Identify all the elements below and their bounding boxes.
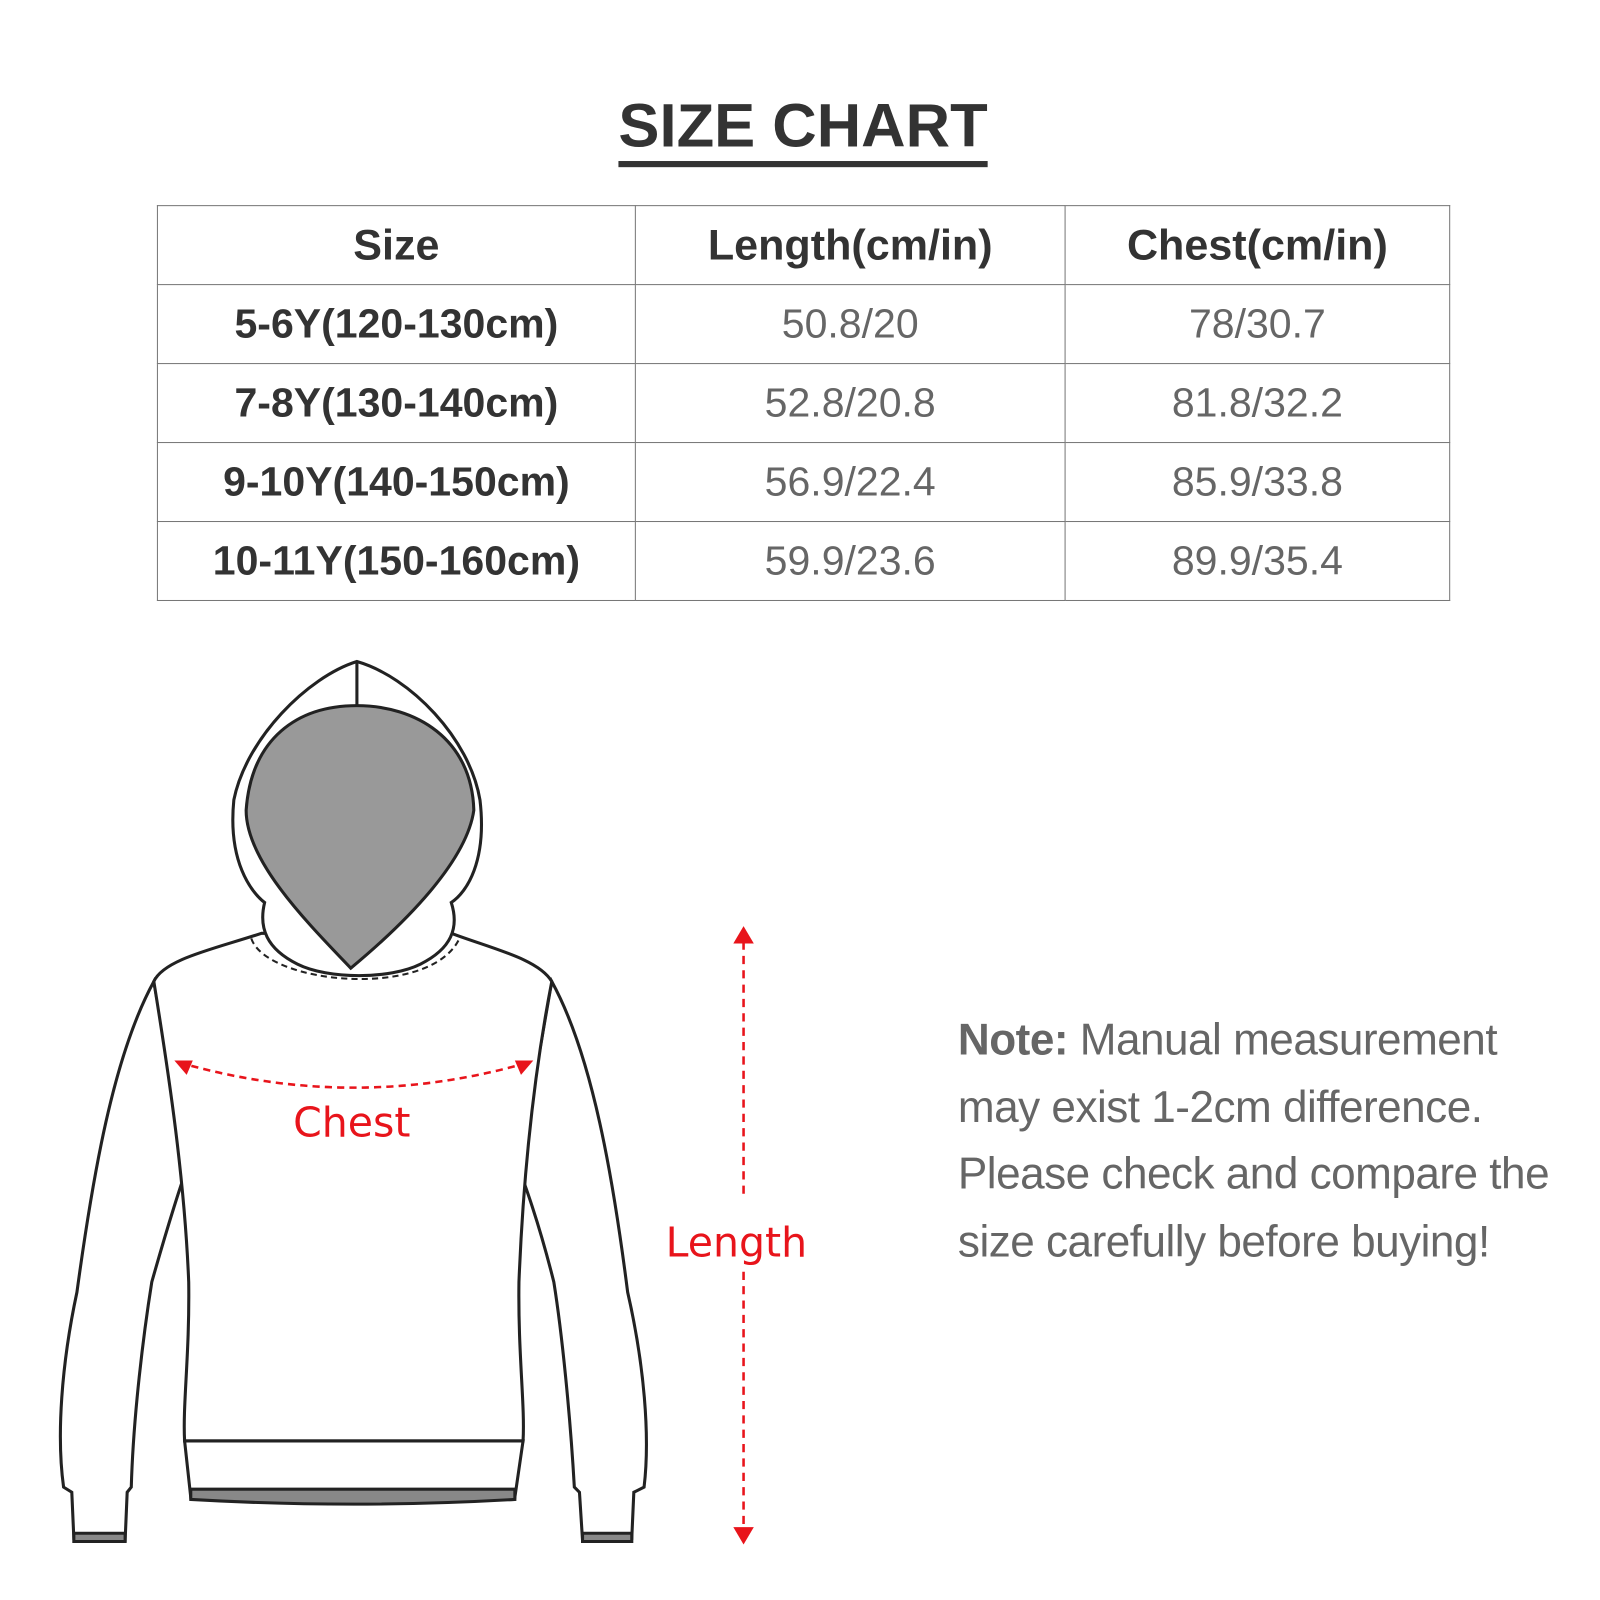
table-row: 5-6Y(120-130cm) 50.8/20 78/30.7	[156, 284, 1451, 365]
chest-arrow-left-icon	[174, 1060, 193, 1075]
note-body: Manual measurement may exist 1-2cm diffe…	[957, 1015, 1550, 1267]
table-row: 10-11Y(150-160cm) 59.9/23.6 89.9/35.4	[156, 521, 1451, 602]
hoodie-illustration	[58, 659, 648, 1544]
table-header-row: Size Length(cm/in) Chest(cm/in)	[156, 205, 1451, 286]
page-title: SIZE CHART	[0, 90, 1600, 168]
length-arrow-up-icon	[733, 926, 754, 944]
chest-arrow-right-icon	[514, 1060, 534, 1075]
length-cell: 56.9/22.4	[634, 442, 1066, 523]
table-row: 9-10Y(140-150cm) 56.9/22.4 85.9/33.8	[156, 442, 1451, 523]
title-text: SIZE CHART	[618, 93, 988, 168]
length-cell: 59.9/23.6	[634, 521, 1066, 602]
table-row: 7-8Y(130-140cm) 52.8/20.8 81.8/32.2	[156, 363, 1451, 444]
header-length: Length(cm/in)	[634, 205, 1066, 286]
size-cell: 7-8Y(130-140cm)	[156, 363, 636, 444]
length-cell: 52.8/20.8	[634, 363, 1066, 444]
chest-cell: 89.9/35.4	[1064, 521, 1451, 602]
chest-cell: 85.9/33.8	[1064, 442, 1451, 523]
header-size: Size	[156, 205, 636, 286]
size-cell: 10-11Y(150-160cm)	[156, 521, 636, 602]
chest-cell: 81.8/32.2	[1064, 363, 1451, 444]
length-measure: Length	[666, 926, 807, 1545]
size-table: Size Length(cm/in) Chest(cm/in) 5-6Y(120…	[156, 205, 1451, 602]
chest-cell: 78/30.7	[1064, 284, 1451, 365]
size-cell: 5-6Y(120-130cm)	[156, 284, 636, 365]
length-cell: 50.8/20	[634, 284, 1066, 365]
note-label: Note:	[957, 1015, 1069, 1065]
length-label: Length	[666, 1218, 807, 1266]
header-chest: Chest(cm/in)	[1064, 205, 1451, 286]
chest-measure: Chest	[174, 1060, 534, 1146]
chest-measure-line	[179, 1061, 529, 1089]
chest-label: Chest	[293, 1098, 410, 1146]
note-text: Note: Manual measurement may exist 1-2cm…	[958, 1007, 1573, 1276]
length-arrow-down-icon	[733, 1527, 754, 1545]
